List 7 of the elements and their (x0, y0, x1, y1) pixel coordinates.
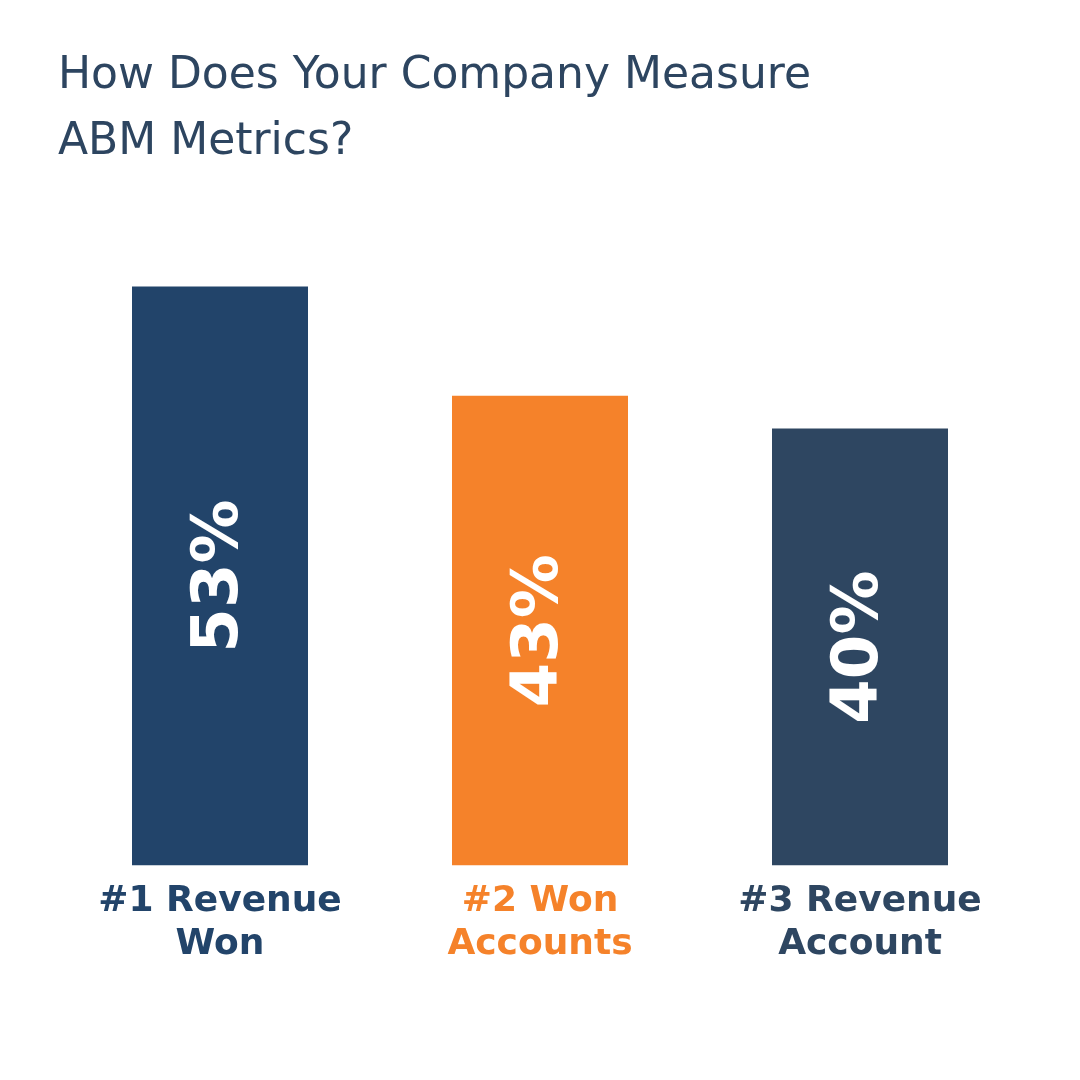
data-label: 40% (817, 570, 892, 724)
x-tick-label: #1 Revenue Won (98, 877, 342, 962)
x-tick-label: #3 Revenue Account (738, 877, 982, 962)
data-label: 53% (177, 499, 252, 653)
data-label: 43% (497, 554, 572, 708)
x-tick-label: #2 Won Accounts (447, 877, 633, 962)
chart-title: How Does Your Company Measure ABM Metrics? (58, 46, 812, 166)
